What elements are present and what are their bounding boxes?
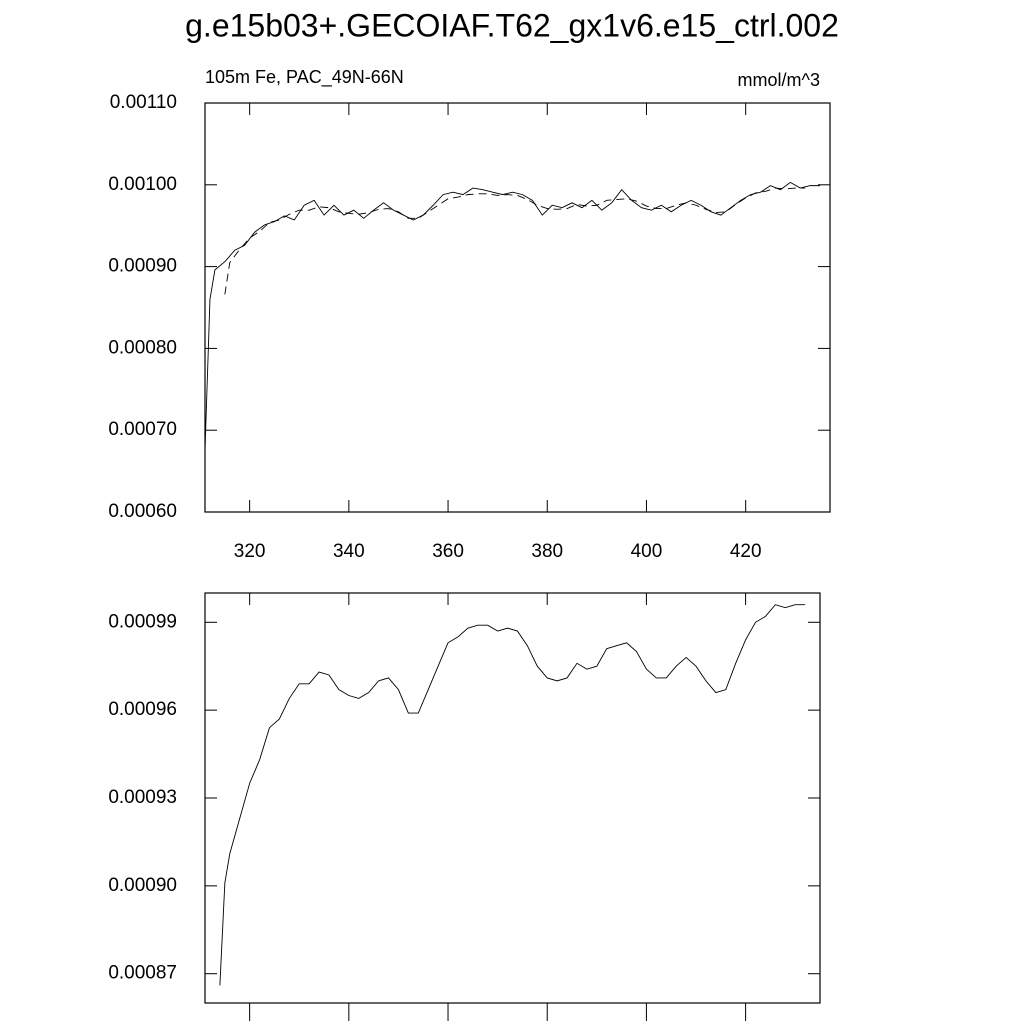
data-line [224,187,806,295]
y-tick-label: 0.00100 [108,174,177,195]
y-tick-label: 0.00090 [108,256,177,277]
x-tick-label: 320 [234,541,266,562]
x-tick-label: 380 [531,541,563,562]
plot-frame [204,592,821,1004]
y-tick-label: 0.00093 [108,787,177,808]
y-tick-label: 0.00096 [108,699,177,720]
x-tick-label: 360 [432,541,464,562]
data-line [204,181,821,450]
y-tick-label: 0.00080 [108,337,177,358]
y-tick-label: 0.00099 [108,611,177,632]
y-tick-label: 0.00087 [108,963,177,984]
units-label: mmol/m^3 [738,70,820,90]
data-line [219,604,806,986]
subtitle-left: 105m Fe, PAC_49N-66N [205,67,404,88]
y-tick-label: 0.00060 [108,501,177,522]
plot-frame [204,102,831,513]
x-tick-label: 340 [333,541,365,562]
x-tick-label: 400 [631,541,663,562]
x-tick-label: 420 [730,541,762,562]
y-tick-label: 0.00110 [110,92,177,113]
y-tick-label: 0.00070 [108,419,177,440]
y-tick-label: 0.00090 [108,875,177,896]
figure-title: g.e15b03+.GECOIAF.T62_gx1v6.e15_ctrl.002 [185,7,839,43]
